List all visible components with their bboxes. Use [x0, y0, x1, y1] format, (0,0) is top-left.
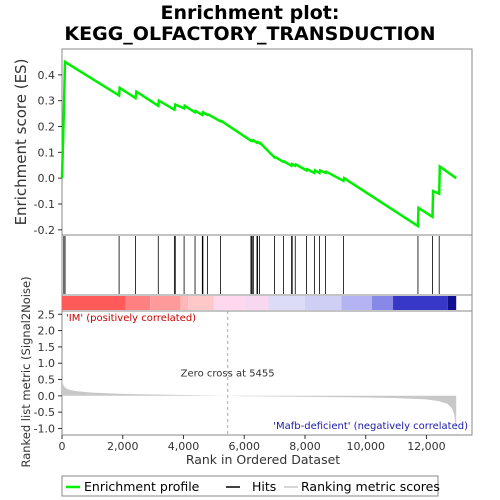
metric-y-tick-label: 2.5 — [38, 308, 56, 321]
metric-y-axis-label: Ranked list metric (Signal2Noise) — [19, 276, 33, 467]
heat-bar-segment — [62, 296, 126, 310]
x-tick-label: 12,000 — [407, 440, 446, 453]
metric-y-tick-label: 2.0 — [38, 325, 56, 338]
metric-panel: Zero cross at 5455 'IM' (positively corr… — [19, 276, 473, 468]
legend-label-hits: Hits — [252, 479, 276, 494]
es-y-axis-label: Enrichment score (ES) — [12, 59, 30, 226]
metric-x-axis: 0 2,000 4,000 6,000 8,000 10,000 12,000 — [59, 435, 446, 453]
heat-bar-segment — [268, 296, 305, 310]
metric-y-tick-label: 0.5 — [38, 374, 56, 387]
es-y-tick-label: 0.0 — [38, 172, 56, 185]
legend-label-enrichment: Enrichment profile — [84, 479, 200, 494]
heat-bar-segment — [188, 296, 214, 310]
x-axis-label: Rank in Ordered Dataset — [186, 452, 340, 467]
heat-bar-segment — [304, 296, 342, 310]
zero-cross-label: Zero cross at 5455 — [181, 368, 275, 379]
es-panel: -0.2 -0.1 0.0 0.1 0.2 0.3 0.4 Enrichment score… — [12, 48, 473, 237]
rank-heat-bar — [61, 294, 473, 312]
heat-bar-segment — [150, 296, 181, 310]
plot-title-line2: KEGG_OLFACTORY_TRANSDUCTION — [64, 23, 435, 45]
legend-frame — [61, 475, 439, 497]
legend-label-metric: Ranking metric scores — [301, 479, 440, 494]
negative-correlation-label: 'Mafb-deficient' (negatively correlated) — [273, 421, 468, 432]
heat-bar-segment — [244, 296, 269, 310]
metric-y-tick-label: -1.0 — [34, 422, 55, 435]
es-y-tick-label: 0.4 — [38, 69, 56, 82]
x-tick-label: 2,000 — [107, 440, 139, 453]
metric-y-tick-label: 1.5 — [38, 341, 56, 354]
x-tick-label: 8,000 — [289, 440, 321, 453]
es-y-tick-label: 0.1 — [38, 146, 56, 159]
heat-bar-segment — [371, 296, 394, 310]
hit-markers — [63, 236, 440, 294]
enrichment-profile-line — [60, 59, 457, 229]
heat-bar-segment — [213, 296, 245, 310]
metric-y-tick-label: -0.5 — [34, 406, 55, 419]
metric-y-axis: -1.0 -0.5 0.0 0.5 1.0 1.5 2.0 2.5 — [34, 308, 62, 435]
heat-bar-segment — [341, 296, 372, 310]
es-y-tick-label: 0.2 — [38, 121, 56, 134]
metric-y-tick-label: 1.0 — [38, 357, 56, 370]
heat-bar-segment — [393, 296, 448, 310]
metric-panel-frame — [61, 310, 473, 436]
heat-bar-segment — [180, 296, 189, 310]
es-y-tick-label: -0.2 — [34, 224, 55, 237]
es-y-tick-label: 0.3 — [38, 95, 56, 108]
x-tick-label: 4,000 — [168, 440, 200, 453]
plot-title-line1: Enrichment plot: — [161, 2, 340, 24]
es-y-tick-label: -0.1 — [34, 198, 55, 211]
metric-y-tick-label: 0.0 — [38, 390, 56, 403]
es-panel-frame — [61, 48, 473, 236]
heat-bar-segment — [125, 296, 151, 310]
positive-correlation-label: 'IM' (positively correlated) — [66, 313, 196, 324]
es-y-axis: -0.2 -0.1 0.0 0.1 0.2 0.3 0.4 — [34, 69, 62, 237]
hits-panel — [61, 234, 473, 296]
x-tick-label: 6,000 — [228, 440, 260, 453]
hits-panel-frame — [61, 234, 473, 296]
heat-bar-segment — [447, 296, 457, 310]
x-tick-label: 10,000 — [346, 440, 385, 453]
x-tick-label: 0 — [59, 440, 66, 453]
heat-bar-segments — [62, 296, 457, 310]
legend: Enrichment profile Hits Ranking metric s… — [61, 475, 440, 497]
